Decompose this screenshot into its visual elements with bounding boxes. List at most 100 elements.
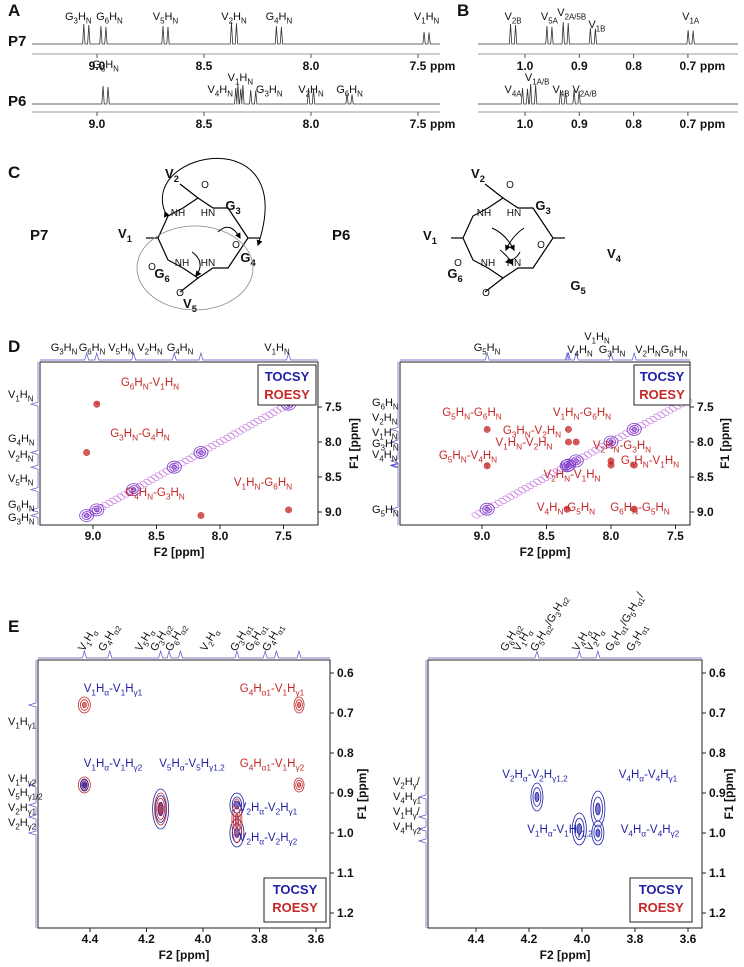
- contour-peak: [295, 779, 303, 791]
- text-part: α1: [275, 624, 287, 636]
- tick-label: 9.0: [89, 59, 106, 73]
- peak-label: V1HN: [414, 11, 440, 25]
- text-part: H: [78, 11, 86, 23]
- atom-label: NH: [481, 258, 495, 269]
- text-part: H: [278, 477, 286, 489]
- legend-label: ROESY: [638, 900, 684, 915]
- contour-peak: [154, 792, 168, 826]
- text-part: N: [29, 438, 35, 447]
- text-part: 1: [283, 762, 288, 772]
- text-part: G: [65, 11, 74, 23]
- top-label: G6HN: [79, 342, 106, 356]
- text-part: N: [589, 506, 595, 516]
- tick-label: 9.0: [89, 117, 106, 131]
- text-part: 2: [643, 349, 647, 358]
- text-part: H: [155, 428, 163, 440]
- text-part: α: [259, 806, 264, 816]
- legend-box: [629, 877, 693, 923]
- text-part: V: [393, 776, 401, 788]
- contour-peak: [85, 451, 89, 454]
- text-part: N: [587, 349, 593, 358]
- text-part: 4: [134, 491, 139, 501]
- diagonal: [618, 432, 627, 439]
- text-part: H: [172, 758, 180, 770]
- top-label: G3Hα1: [624, 622, 651, 655]
- text-part: H: [633, 824, 641, 836]
- atom-label: O: [482, 288, 490, 299]
- atom-label: HN: [201, 208, 215, 219]
- peak-label: G4HN: [266, 11, 293, 25]
- text-part: H: [487, 407, 495, 419]
- text-part: 3: [632, 444, 637, 454]
- text-part: 3: [381, 443, 386, 452]
- text-part: 3: [545, 205, 550, 216]
- spectrum: [32, 21, 440, 45]
- contour-peak: [565, 438, 572, 446]
- tick-label: 0.6: [709, 666, 726, 680]
- diagonal: [525, 483, 534, 490]
- text-part: 1: [561, 411, 566, 421]
- text-part: 5: [448, 454, 453, 464]
- text-part: H: [538, 437, 546, 449]
- text-part: H: [251, 802, 259, 814]
- text-part: -G: [579, 407, 592, 419]
- peak-label: V4A: [505, 84, 523, 98]
- tick-label: 8.0: [697, 435, 714, 449]
- tick-label: 8.5: [196, 59, 213, 73]
- peak-label: V5A: [541, 11, 559, 25]
- text-part: 1: [283, 687, 288, 697]
- atom-label: NH: [477, 208, 491, 219]
- contour-peak: [81, 511, 92, 520]
- noe-arrow: [505, 227, 525, 252]
- tick-label: 1.0: [517, 117, 534, 131]
- text-part: 2: [15, 822, 19, 831]
- text-part: 3: [633, 638, 643, 647]
- text-part: N: [495, 347, 501, 356]
- contour-peak: [632, 463, 636, 467]
- text-part: V: [234, 477, 242, 489]
- top-label: G6Hα2: [498, 622, 525, 655]
- text-part: 3: [554, 610, 564, 619]
- text-part: N: [179, 491, 185, 501]
- text-part: N: [28, 478, 34, 487]
- text-part: -V: [264, 832, 276, 844]
- text-part: 1: [121, 687, 126, 697]
- diagonal: [529, 480, 538, 488]
- text-part: α2: [178, 624, 190, 636]
- text-part: N: [86, 16, 92, 25]
- text-part: V: [567, 344, 575, 356]
- peak-label: V2A/B: [572, 84, 596, 98]
- projection: [389, 362, 399, 525]
- text-part: 2: [15, 454, 19, 463]
- text-part: H: [20, 716, 28, 728]
- text-part: G: [79, 342, 88, 354]
- text-part: 4: [616, 253, 622, 264]
- contour-peak: [563, 505, 571, 513]
- diagonal: [498, 497, 507, 504]
- diagonal: [545, 472, 554, 479]
- text-part: -V: [271, 758, 283, 770]
- text-part: H: [605, 440, 613, 452]
- text-part: 3: [59, 347, 64, 356]
- text-part: H: [20, 389, 28, 401]
- cross-peak-label: V1HN-G6HN: [553, 407, 611, 421]
- text-part: 4: [575, 349, 580, 358]
- contour-peak: [485, 464, 489, 468]
- text-part: V: [298, 84, 306, 96]
- text-part: N: [188, 347, 194, 356]
- text-part: H: [251, 832, 259, 844]
- tick-label: 1.0: [517, 59, 534, 73]
- text-part: 6: [457, 273, 462, 284]
- text-part: 4: [545, 506, 550, 516]
- text-part: 1: [235, 77, 239, 86]
- text-part: G: [372, 397, 381, 409]
- contour-peak: [564, 506, 570, 512]
- text-part: V: [588, 19, 596, 31]
- text-part: V: [557, 7, 565, 19]
- diagonal: [502, 495, 511, 502]
- text-part: 2: [510, 773, 515, 783]
- text-part: H: [349, 84, 357, 96]
- text-part: N: [173, 381, 179, 391]
- contour-peak: [631, 506, 637, 512]
- diagonal: [541, 474, 550, 481]
